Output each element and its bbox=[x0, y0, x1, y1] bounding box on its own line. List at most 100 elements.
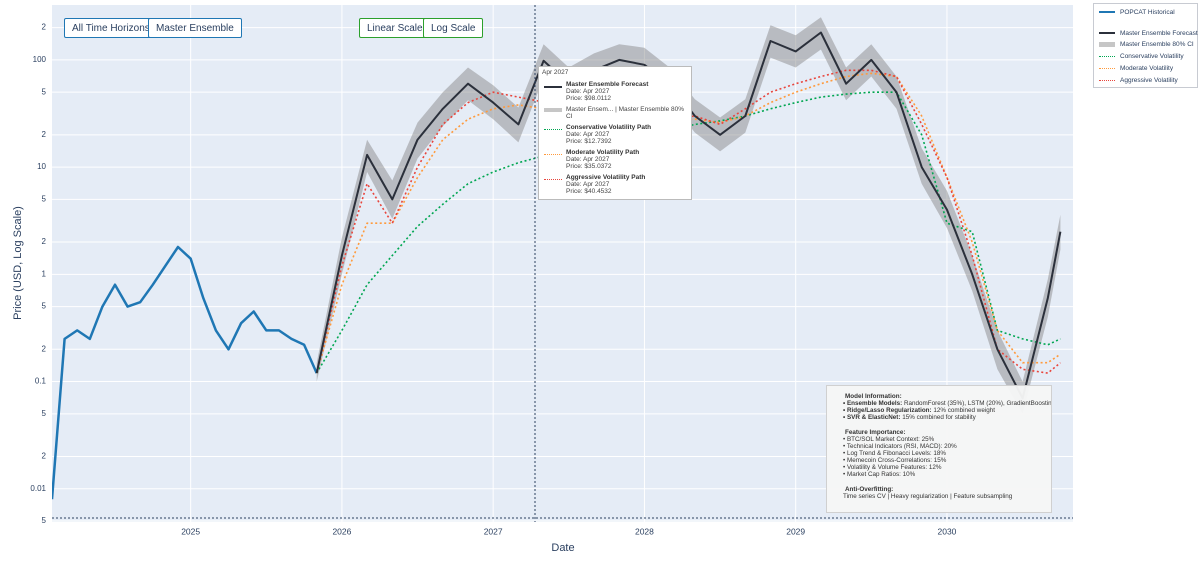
info-text: 12% combined weight bbox=[933, 407, 995, 414]
tooltip: Apr 2027 Master Ensemble Forecast Date: Ap… bbox=[538, 66, 692, 200]
x-tick-label: 2028 bbox=[635, 526, 654, 536]
y-tick-label: 2 bbox=[42, 237, 47, 246]
series-line bbox=[316, 91, 1061, 374]
tooltip-entry: Master Ensem... | Master Ensemble 80% CI bbox=[542, 106, 688, 120]
info-line: • Memecoin Cross-Correlations: 15% bbox=[843, 457, 1047, 464]
y-tick-label: 0.01 bbox=[30, 484, 46, 493]
y-tick-label: 5 bbox=[42, 516, 47, 525]
info-text: Time series CV | Heavy regularization | … bbox=[843, 493, 1013, 500]
legend-item: POPCAT Historical bbox=[1099, 8, 1175, 18]
legend-item: Aggressive Volatility bbox=[1099, 76, 1178, 86]
button[interactable]: Linear Scale bbox=[359, 18, 431, 38]
tooltip-entry: Moderate Volatility Path Date: Apr 2027 Pr… bbox=[542, 149, 688, 170]
tooltip-swatch bbox=[544, 86, 562, 88]
legend-item: Master Ensemble 80% CI bbox=[1099, 40, 1194, 50]
series-line bbox=[52, 245, 318, 500]
tooltip-title: Aggressive Volatility Path bbox=[566, 174, 646, 181]
tooltip-entry: Aggressive Volatility Path Date: Apr 2027… bbox=[542, 174, 688, 195]
info-line: • BTC/SOL Market Context: 25% bbox=[843, 436, 1047, 443]
tooltip-line: Price: $35.0372 bbox=[566, 163, 612, 170]
legend-label: Aggressive Volatility bbox=[1120, 77, 1178, 84]
tooltip-title: Conservative Volatility Path bbox=[566, 124, 652, 131]
tooltip-swatch bbox=[544, 129, 562, 130]
info-box: Model Information: • Ensemble Models: Ran… bbox=[826, 385, 1052, 513]
info-line: • Ridge/Lasso Regularization: 12% combin… bbox=[843, 407, 1047, 414]
legend-swatch bbox=[1099, 55, 1115, 57]
legend-item: Conservative Volatility bbox=[1099, 52, 1184, 62]
info-section: Anti-Overfitting: Time series CV | Heavy … bbox=[843, 486, 1047, 500]
tooltip-entry: Master Ensemble Forecast Date: Apr 2027 Pr… bbox=[542, 81, 688, 102]
tooltip-swatch bbox=[544, 179, 562, 180]
button[interactable]: Master Ensemble bbox=[148, 18, 242, 38]
legend-swatch bbox=[1099, 41, 1115, 47]
info-text: RandomForest (35%), LSTM (20%), Gradient… bbox=[904, 400, 1052, 407]
x-tick-label: 2027 bbox=[484, 526, 503, 536]
y-tick-label: 5 bbox=[42, 302, 47, 311]
y-tick-label: 0.1 bbox=[35, 377, 47, 386]
y-tick-label: 2 bbox=[42, 452, 47, 461]
info-line: • Ensemble Models: RandomForest (35%), L… bbox=[843, 400, 1051, 407]
x-axis-label: Date bbox=[551, 542, 574, 554]
tooltip-header: Apr 2027 bbox=[542, 69, 569, 76]
info-line: • Log Trend & Fibonacci Levels: 18% bbox=[843, 450, 1047, 457]
y-tick-label: 5 bbox=[42, 409, 47, 418]
info-text: • Log Trend & Fibonacci Levels: 18% bbox=[843, 450, 947, 457]
info-text: • BTC/SOL Market Context: 25% bbox=[843, 436, 935, 443]
x-tick-label: 2029 bbox=[786, 526, 805, 536]
info-text: • Technical Indicators (RSI, MACD): 20% bbox=[843, 443, 957, 450]
y-tick-label: 2 bbox=[42, 23, 47, 32]
tooltip-line: Date: Apr 2027 bbox=[566, 131, 610, 138]
tooltip-entry: Conservative Volatility Path Date: Apr 20… bbox=[542, 124, 688, 145]
x-tick-label: 2025 bbox=[181, 526, 200, 536]
tooltip-swatch bbox=[544, 154, 562, 155]
info-line: • SVR & ElasticNet: 15% combined for sta… bbox=[843, 414, 1047, 421]
y-tick-label: 100 bbox=[33, 55, 47, 64]
y-tick-label: 5 bbox=[42, 87, 47, 96]
x-tick-label: 2026 bbox=[332, 526, 351, 536]
info-text: • Memecoin Cross-Correlations: 15% bbox=[843, 457, 947, 464]
legend-label: Master Ensemble 80% CI bbox=[1120, 41, 1194, 48]
tooltip-line: Date: Apr 2027 bbox=[566, 156, 610, 163]
legend-swatch bbox=[1099, 32, 1115, 35]
info-text: 15% combined for stability bbox=[902, 414, 976, 421]
y-tick-label: 2 bbox=[42, 130, 47, 139]
tooltip-title: Moderate Volatility Path bbox=[566, 149, 640, 156]
y-tick-label: 1 bbox=[42, 269, 47, 278]
button[interactable]: Log Scale bbox=[423, 18, 484, 38]
tooltip-line: Price: $12.7392 bbox=[566, 138, 612, 145]
tooltip-line: Date: Apr 2027 bbox=[566, 88, 610, 95]
x-tick-label: 2030 bbox=[937, 526, 956, 536]
legend-swatch bbox=[1099, 67, 1115, 69]
info-bold: • SVR & ElasticNet: bbox=[843, 414, 901, 421]
legend-label: Conservative Volatility bbox=[1120, 53, 1184, 60]
grid bbox=[52, 5, 1073, 522]
legend-item: Moderate Volatility bbox=[1099, 64, 1173, 74]
series-line bbox=[315, 31, 1062, 400]
info-title: Anti-Overfitting: bbox=[845, 486, 894, 493]
y-axis-label: Price (USD, Log Scale) bbox=[12, 206, 24, 320]
tooltip-title: Master Ensem... | Master Ensemble 80% CI bbox=[566, 106, 685, 120]
tooltip-title: Master Ensemble Forecast bbox=[566, 81, 649, 88]
legend-swatch bbox=[1099, 11, 1115, 14]
marks bbox=[52, 17, 1062, 500]
legend-label: POPCAT Historical bbox=[1120, 9, 1175, 16]
info-title: Feature Importance: bbox=[845, 429, 906, 436]
tooltip-line: Date: Apr 2027 bbox=[566, 181, 610, 188]
info-line: • Technical Indicators (RSI, MACD): 20% bbox=[843, 443, 1047, 450]
y-tick-label: 5 bbox=[42, 194, 47, 203]
legend-label: Moderate Volatility bbox=[1120, 65, 1174, 72]
info-section: Feature Importance: • BTC/SOL Market Cont… bbox=[843, 429, 1047, 478]
button[interactable]: All Time Horizons bbox=[64, 18, 158, 38]
legend-item: Master Ensemble Forecast bbox=[1099, 29, 1198, 39]
legend: POPCAT Historical Master Ensemble Forecas… bbox=[1093, 3, 1198, 88]
info-line: • Market Cap Ratios: 10% bbox=[843, 471, 1047, 478]
y-tick-label: 2 bbox=[42, 344, 47, 353]
info-line: • Volatility & Volume Features: 12% bbox=[843, 464, 1047, 471]
ci-band bbox=[316, 17, 1061, 414]
legend-swatch bbox=[1099, 79, 1115, 81]
info-text: • Volatility & Volume Features: 12% bbox=[843, 464, 942, 471]
info-title: Model Information: bbox=[845, 393, 902, 400]
series-line bbox=[315, 72, 1061, 374]
tooltip-line: Price: $98.0112 bbox=[566, 95, 612, 102]
